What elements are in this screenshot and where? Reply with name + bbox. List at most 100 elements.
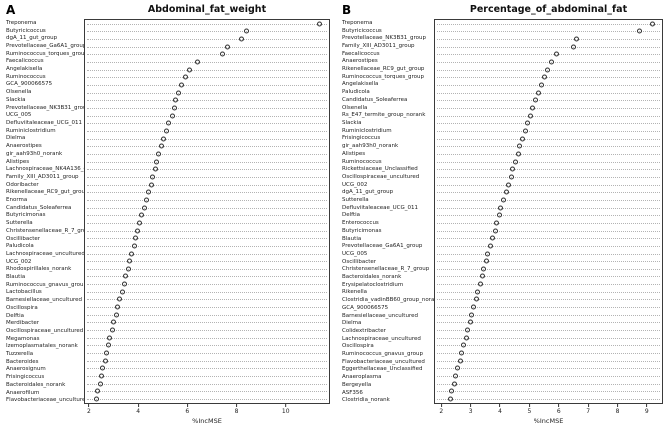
dot-row xyxy=(435,372,662,380)
data-point xyxy=(141,205,147,211)
grid-line xyxy=(87,314,327,316)
grid-line xyxy=(87,115,327,117)
data-point xyxy=(224,44,230,50)
data-point xyxy=(636,28,642,34)
data-point xyxy=(102,358,108,364)
data-point xyxy=(545,67,551,73)
x-tick-label: 10 xyxy=(281,408,290,415)
grid-line xyxy=(437,23,660,25)
grid-line xyxy=(437,62,660,64)
x-tick-mark xyxy=(470,404,472,407)
dot-row xyxy=(435,365,662,373)
data-point xyxy=(103,350,109,356)
grid-line xyxy=(87,184,327,186)
data-point xyxy=(527,113,533,119)
grid-line xyxy=(87,360,327,362)
category-label: Blautia xyxy=(342,235,362,242)
category-label: dgA_11_gut_group xyxy=(6,35,58,42)
x-axis: 2 4 6 8 10 xyxy=(84,404,330,416)
dot-row xyxy=(435,380,662,388)
data-point xyxy=(479,273,485,279)
grid-line xyxy=(87,291,327,293)
dot-row xyxy=(435,204,662,212)
data-point xyxy=(523,128,529,134)
dot-row xyxy=(85,250,329,258)
dot-row xyxy=(435,303,662,311)
data-point xyxy=(125,266,131,272)
category-label: Colidextribacter xyxy=(342,327,386,334)
dot-row xyxy=(435,181,662,189)
category-label: Tuzzerella xyxy=(6,351,34,358)
data-point xyxy=(494,220,500,226)
grid-line xyxy=(87,268,327,270)
grid-line xyxy=(437,376,660,378)
data-point xyxy=(179,82,185,88)
dot-row xyxy=(435,66,662,74)
grid-line xyxy=(87,299,327,301)
x-tick-label: 8 xyxy=(615,408,620,415)
dot-row xyxy=(85,74,329,82)
dot-row xyxy=(85,265,329,273)
dot-row xyxy=(435,273,662,281)
grid-line xyxy=(87,307,327,309)
grid-line xyxy=(87,383,327,385)
category-label: Prevotellaceae_NK3B31_group xyxy=(6,104,84,111)
grid-line xyxy=(437,230,660,232)
grid-line xyxy=(437,398,660,400)
grid-line xyxy=(437,46,660,48)
data-point xyxy=(497,212,503,218)
category-label: Christensenellaceae_R_7_group xyxy=(6,227,84,234)
category-label: Lachnospiraceae_uncultured xyxy=(6,250,84,257)
category-label: Candidatus_Soleaferrea xyxy=(6,204,72,211)
category-label: Christensenellaceae_R_7_group xyxy=(342,266,430,273)
dot-row xyxy=(435,334,662,342)
category-label: ASF356 xyxy=(342,389,363,396)
data-point xyxy=(463,335,469,341)
category-label: Butyricimonas xyxy=(342,227,382,234)
data-point xyxy=(148,182,154,188)
dot-row xyxy=(85,150,329,158)
category-label: Bergeyella xyxy=(342,381,372,388)
grid-line xyxy=(437,383,660,385)
data-point xyxy=(469,312,475,318)
data-point xyxy=(542,74,548,80)
dot-row xyxy=(85,165,329,173)
data-point xyxy=(119,289,125,295)
category-label: Ruminiclostridium xyxy=(6,127,56,134)
category-label: Delftia xyxy=(342,212,361,219)
data-point xyxy=(111,319,117,325)
data-point xyxy=(133,235,139,241)
grid-line xyxy=(87,54,327,56)
data-point xyxy=(510,166,516,172)
dot-row xyxy=(85,173,329,181)
category-label: dgA_11_gut_group xyxy=(342,189,394,196)
category-label: UCG_005 xyxy=(6,112,32,119)
category-label: Paludicola xyxy=(6,243,34,250)
grid-line xyxy=(87,161,327,163)
category-label: Oscillibacter xyxy=(6,235,41,242)
dot-row xyxy=(85,127,329,135)
dot-row xyxy=(435,81,662,89)
category-label: Prevotellaceae_Ga6A1_group xyxy=(6,42,84,49)
category-label: Bacteroidales_norank xyxy=(342,274,402,281)
dot-row xyxy=(85,219,329,227)
grid-line xyxy=(437,337,660,339)
category-label: Delftia xyxy=(6,312,25,319)
dot-row xyxy=(435,234,662,242)
category-label: Clostridia_vadinBB60_group_norank xyxy=(342,297,434,304)
category-label: Candidatus_Soleaferrea xyxy=(342,96,408,103)
data-point xyxy=(150,174,156,180)
x-tick: 4 xyxy=(498,404,502,415)
data-point xyxy=(513,159,519,165)
category-label: Oscillospiraceae_uncultured xyxy=(6,327,84,334)
grid-line xyxy=(437,345,660,347)
data-point xyxy=(451,381,457,387)
dot-row xyxy=(85,349,329,357)
category-label: Faecalicoccus xyxy=(342,50,380,57)
category-label: Oscillospira xyxy=(6,304,38,311)
data-point xyxy=(156,151,162,157)
x-tick: 2 xyxy=(87,404,91,415)
data-point xyxy=(515,151,521,157)
data-point xyxy=(129,251,135,257)
category-label: Ruminococcus_torques_group xyxy=(342,73,424,80)
